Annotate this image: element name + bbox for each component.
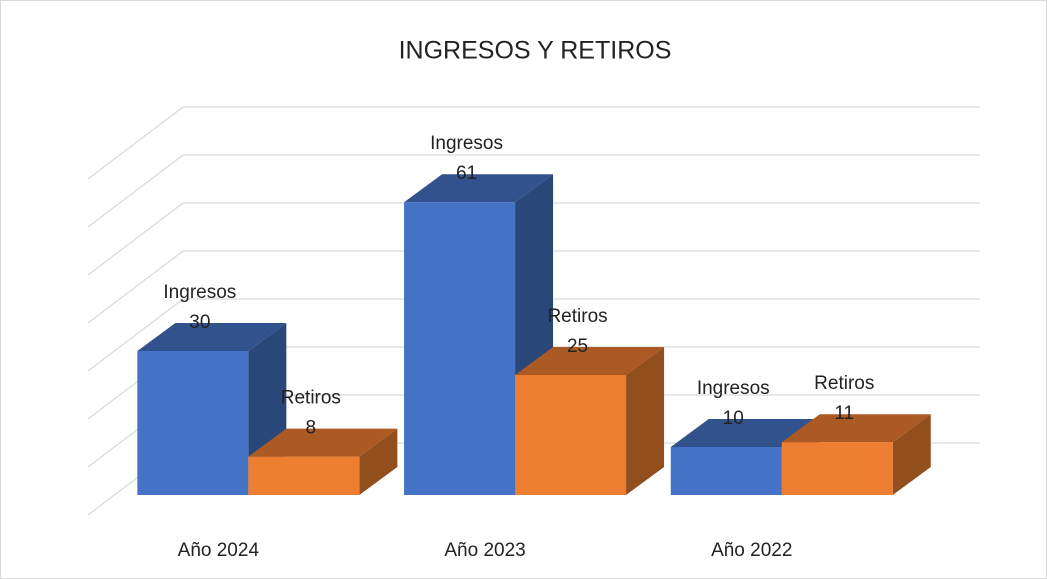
bar [670,447,782,495]
grid-line [87,106,980,180]
grid-line [87,154,980,228]
data-label-name: Retiros [281,388,341,409]
bar [781,442,893,495]
bar-top [248,428,398,457]
bar-top [515,347,665,375]
bar-top [137,323,287,351]
x-tick-label: Año 2022 [711,540,792,561]
bar [515,375,627,495]
grid-line [87,202,980,276]
bar-top [670,419,820,447]
data-label-name: Ingresos [697,378,770,399]
data-label-name: Ingresos [163,282,236,303]
data-label-name: Ingresos [430,133,503,154]
bar [137,351,249,495]
data-label: 61 [456,163,477,184]
data-label: 30 [189,312,210,333]
bar [248,456,360,495]
bar-top [781,414,931,443]
chart-title: INGRESOS Y RETIROS [399,37,672,65]
grid-line [87,298,980,372]
data-label-name: Retiros [547,306,607,327]
bar [404,202,516,495]
data-label: 8 [306,418,317,439]
bar-side [359,428,398,495]
grid-line [87,250,980,324]
data-label: 11 [834,403,854,424]
data-label: 25 [567,336,588,357]
bar-side [892,414,931,495]
x-tick-label: Año 2024 [178,540,260,561]
bar-side [626,347,665,495]
data-label: 10 [723,408,744,429]
data-label-name: Retiros [814,373,874,394]
x-tick-label: Año 2023 [444,540,525,561]
bar-top [404,174,554,203]
